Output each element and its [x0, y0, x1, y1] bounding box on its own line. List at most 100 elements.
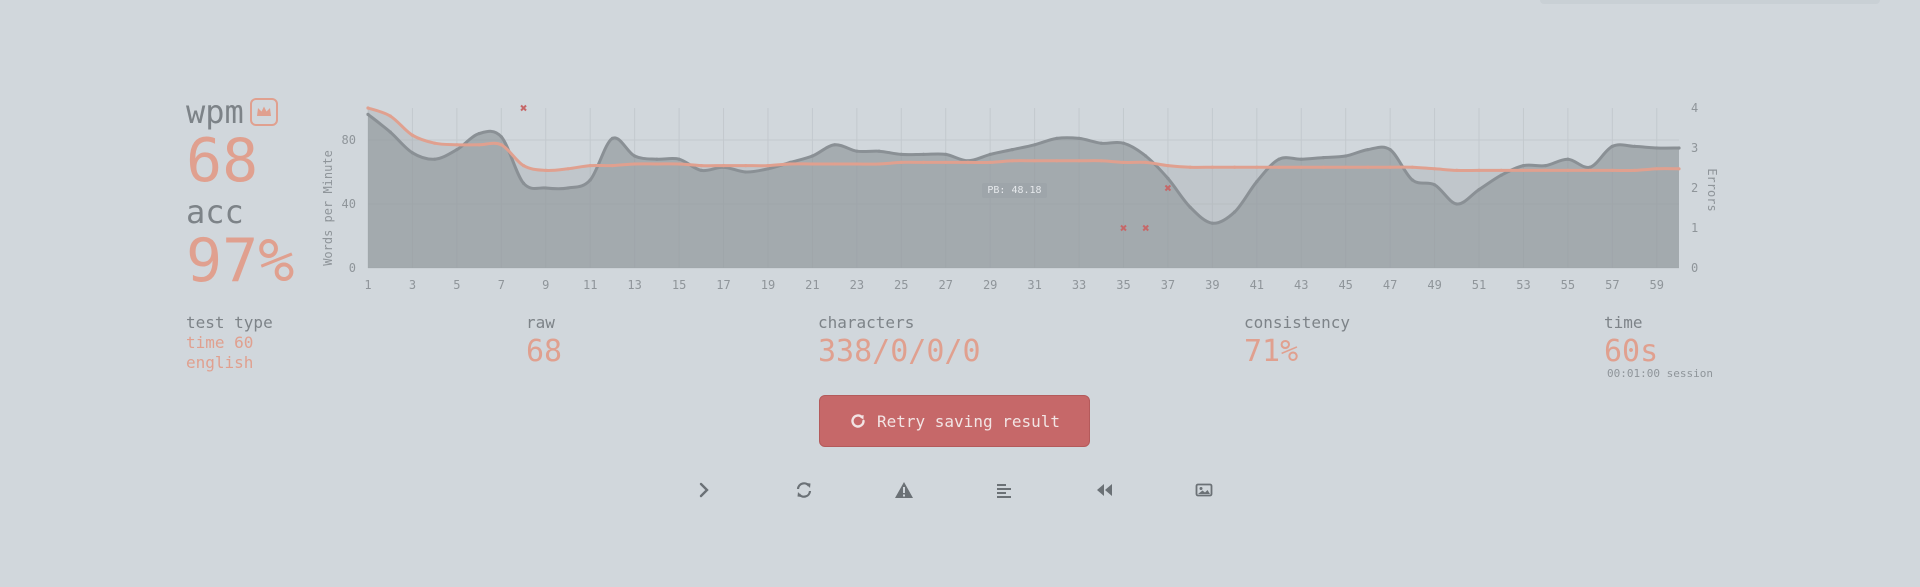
characters-label: characters — [818, 313, 915, 332]
y2-axis-label: Errors — [1705, 168, 1719, 211]
series-point — [1544, 164, 1548, 168]
x-tick-label: 29 — [983, 278, 997, 292]
x-tick-label: 1 — [364, 278, 371, 292]
backward-icon — [1097, 484, 1112, 496]
y-tick-label: 0 — [349, 261, 356, 275]
series-point — [966, 160, 970, 164]
wpm-label: wpm — [186, 93, 244, 131]
restart-test-button[interactable] — [790, 476, 818, 504]
series-point — [1210, 165, 1214, 169]
series-point — [544, 186, 548, 190]
series-point — [1232, 165, 1237, 169]
result-more-stats: test type time 60 english raw 68 charact… — [0, 313, 1920, 393]
series-point — [1033, 159, 1037, 163]
y2-tick-label: 1 — [1691, 221, 1698, 235]
y-tick-label: 80 — [342, 133, 356, 147]
crown-icon[interactable] — [249, 98, 278, 126]
series-point — [1077, 136, 1081, 140]
series-point — [499, 135, 503, 139]
test-type-label: test type — [186, 313, 273, 332]
series-point — [1299, 165, 1303, 169]
series-point — [1144, 160, 1148, 164]
series-point — [1588, 165, 1592, 169]
series-point — [1121, 160, 1126, 164]
error-marker — [1120, 224, 1127, 232]
chevron-right-icon — [699, 482, 709, 498]
image-icon — [1195, 483, 1213, 497]
x-tick-label: 51 — [1472, 278, 1486, 292]
series-point — [744, 170, 748, 174]
series-point — [1432, 183, 1437, 187]
next-test-button[interactable] — [690, 476, 718, 504]
consistency-stat: consistency 71% — [1244, 313, 1350, 369]
acc-value: 97% — [186, 226, 295, 296]
series-point — [833, 162, 837, 166]
x-tick-label: 45 — [1338, 278, 1352, 292]
series-point — [1010, 159, 1014, 163]
series-point — [433, 157, 437, 161]
wpm-chart[interactable]: 1 3 5 7 9 11 13 15 17 19 21 23 25 27 29 31 33 35 37 39 41 43 4… — [320, 98, 1730, 303]
series-point — [944, 160, 948, 164]
series-point — [388, 130, 392, 134]
series-point — [1677, 167, 1681, 171]
error-marker — [520, 104, 527, 112]
series-point — [455, 148, 459, 152]
series-point — [1232, 210, 1237, 214]
top-bar-edge — [1540, 0, 1880, 4]
consistency-label: consistency — [1244, 313, 1350, 332]
series-point — [1344, 154, 1348, 158]
series-point — [1366, 165, 1370, 169]
practice-words-button[interactable] — [890, 476, 918, 504]
series-point — [410, 133, 415, 137]
series-point — [1388, 165, 1392, 169]
series-point — [721, 164, 726, 168]
series-point — [677, 162, 681, 166]
x-tick-label: 35 — [1116, 278, 1130, 292]
series-point — [1321, 156, 1326, 160]
series-point — [921, 160, 926, 164]
x-tick-label: 23 — [850, 278, 864, 292]
x-tick-label: 27 — [939, 278, 953, 292]
retry-saving-result-button[interactable]: Retry saving result — [819, 395, 1090, 447]
raw-value: 68 — [526, 334, 563, 369]
series-point — [744, 164, 748, 168]
retry-label: Retry saving result — [876, 411, 1061, 431]
series-point — [1099, 159, 1103, 163]
series-point — [655, 162, 659, 166]
x-tick-label: 11 — [583, 278, 597, 292]
series-point — [633, 162, 637, 166]
series-point — [1499, 168, 1503, 172]
series-point — [699, 164, 703, 168]
characters-stat: characters 338/0/0/0 — [818, 313, 981, 369]
series-point — [921, 152, 926, 156]
x-tick-label: 59 — [1650, 278, 1664, 292]
series-point — [1277, 165, 1281, 169]
series-point — [1144, 154, 1148, 158]
series-point — [1299, 157, 1303, 161]
series-point — [410, 151, 415, 155]
series-point — [1077, 159, 1081, 163]
series-point — [1366, 148, 1370, 152]
x-tick-label: 21 — [805, 278, 819, 292]
screenshot-button[interactable] — [1190, 476, 1218, 504]
series-point — [877, 162, 881, 166]
x-tick-label: 9 — [542, 278, 549, 292]
series-point — [699, 168, 703, 172]
word-history-button[interactable] — [990, 476, 1018, 504]
x-tick-label: 43 — [1294, 278, 1308, 292]
series-point — [1277, 157, 1281, 161]
series-point — [1255, 180, 1259, 184]
time-stat: time 60s 00:01:00 session — [1604, 313, 1713, 381]
series-point — [1566, 168, 1570, 172]
series-point — [1410, 165, 1414, 169]
x-tick-label: 31 — [1027, 278, 1041, 292]
replay-button[interactable] — [1090, 476, 1118, 504]
x-tick-label: 17 — [716, 278, 730, 292]
series-point — [521, 164, 526, 168]
series-point — [855, 149, 859, 153]
series-point — [1033, 143, 1037, 147]
series-point — [566, 167, 570, 171]
series-point — [521, 181, 526, 185]
series-point — [1321, 165, 1326, 169]
series-point — [1455, 202, 1459, 206]
